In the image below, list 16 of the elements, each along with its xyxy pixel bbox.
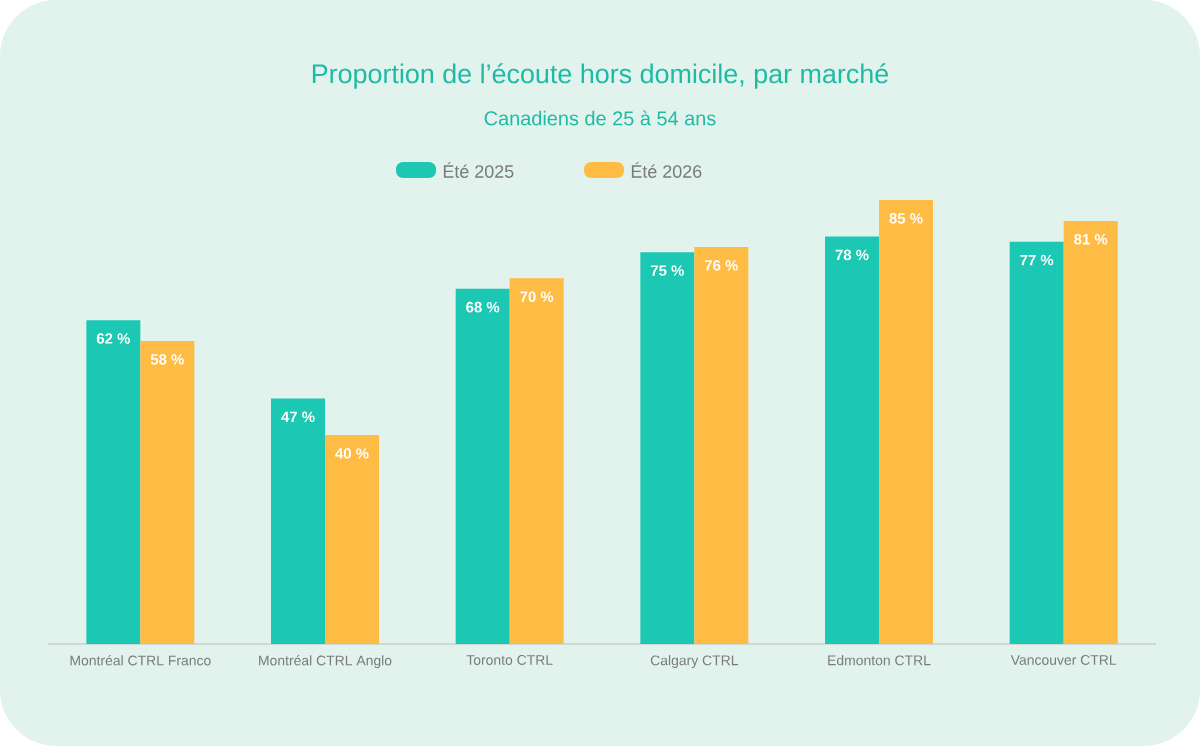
bar <box>325 435 380 644</box>
bar <box>509 278 564 644</box>
bar <box>640 252 695 644</box>
legend-label: Été 2026 <box>631 162 702 178</box>
bar <box>271 398 326 644</box>
chart-title: Proportion de l’écoute hors domicile, par marché <box>312 63 889 89</box>
chart-subtitle: Canadiens de 25 à 54 ans <box>484 110 716 126</box>
bar <box>455 288 510 644</box>
bar <box>879 200 934 644</box>
bar <box>694 247 749 644</box>
legend-label: Été 2025 <box>443 162 514 178</box>
bar <box>140 341 195 644</box>
bar <box>1063 220 1118 644</box>
bar <box>1009 241 1064 644</box>
bar <box>86 320 141 644</box>
bar <box>825 236 880 644</box>
